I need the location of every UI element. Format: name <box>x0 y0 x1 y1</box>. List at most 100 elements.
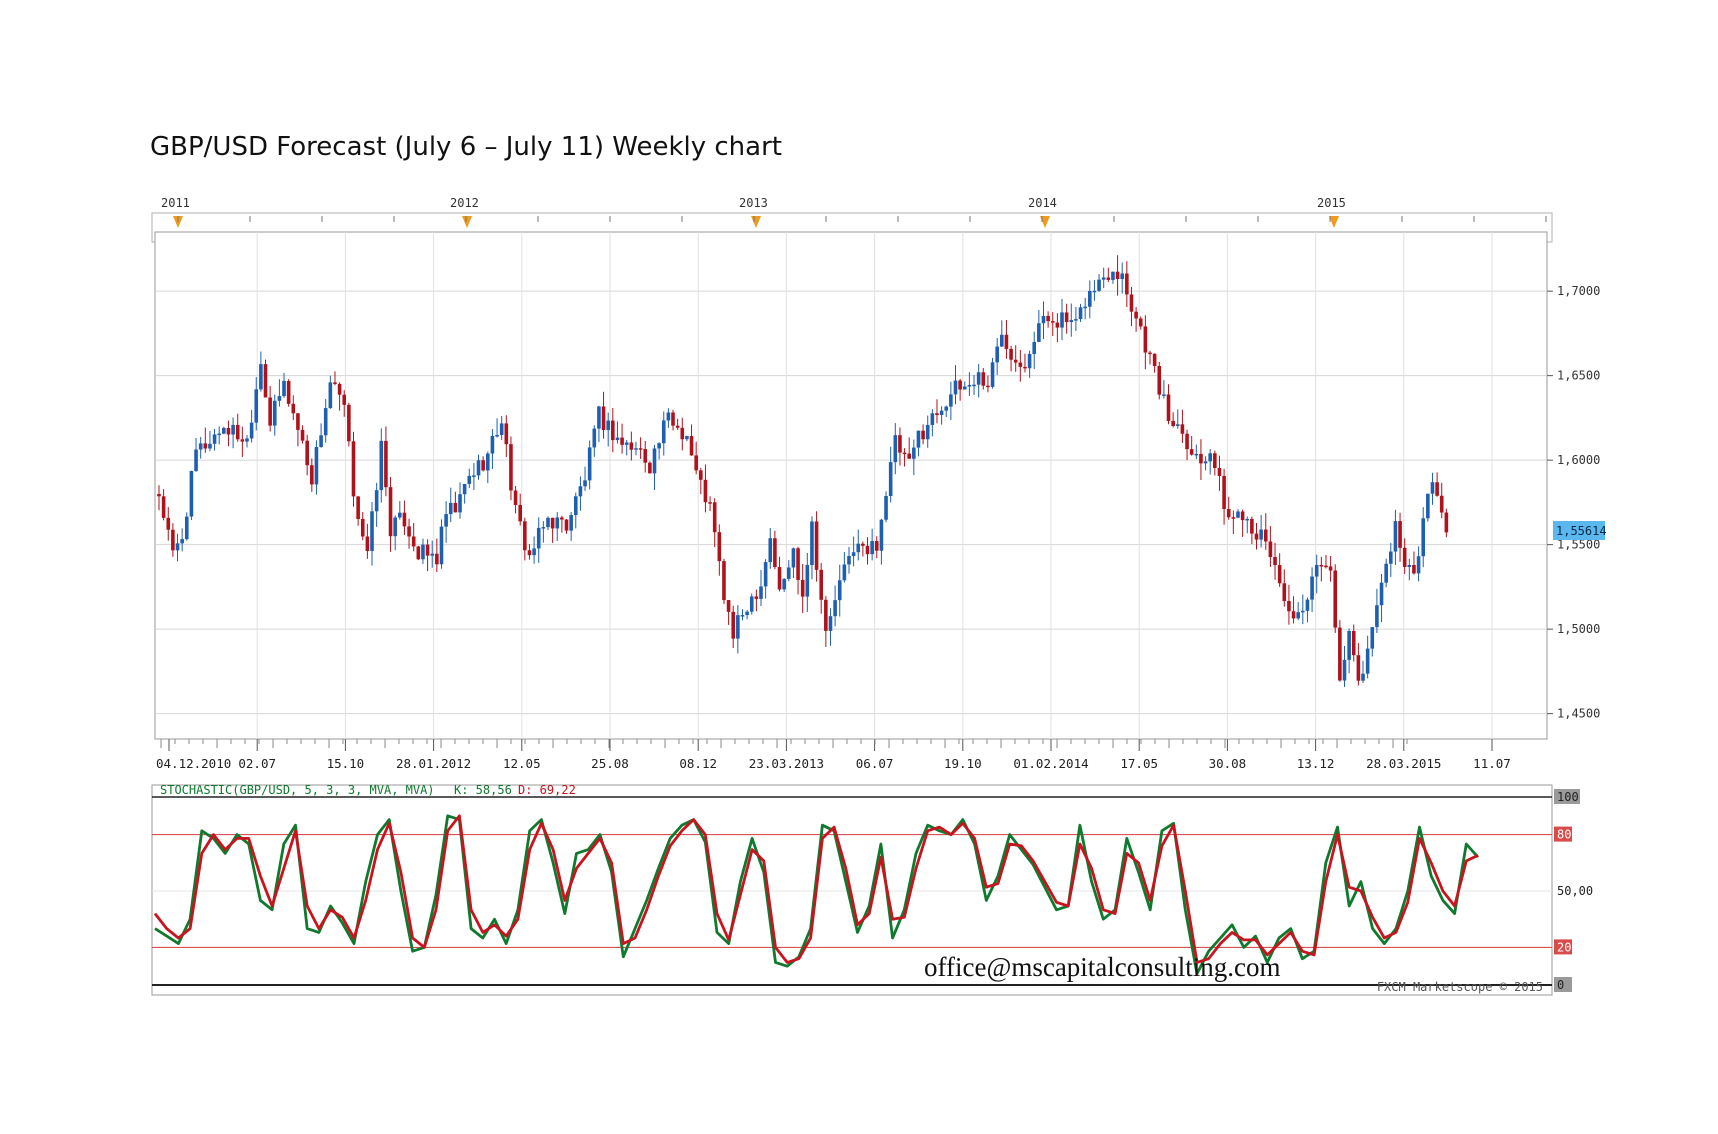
price-tick-label: 1,6500 <box>1557 369 1600 383</box>
candle-body <box>1291 611 1296 619</box>
candle-body <box>1287 601 1291 612</box>
candle-body <box>374 490 379 512</box>
candle-body <box>379 440 384 491</box>
candle-body <box>856 543 861 553</box>
candle-body <box>291 403 296 414</box>
candle-body <box>1263 529 1268 542</box>
candle-body <box>597 406 601 429</box>
page-title: GBP/USD Forecast (July 6 – July 11) Week… <box>150 132 782 162</box>
candle-body <box>249 422 254 439</box>
candle-body <box>439 526 444 565</box>
candle-body <box>1213 453 1217 469</box>
date-tick-label: 19.10 <box>944 756 982 771</box>
candle-body <box>800 579 805 597</box>
year-marker-icon <box>462 216 472 228</box>
candle-body <box>189 470 194 517</box>
candle-body <box>305 440 309 466</box>
candle-body <box>689 436 694 456</box>
candle-body <box>1162 394 1166 396</box>
candle-body <box>694 455 698 471</box>
candle-body <box>435 553 439 565</box>
candle-body <box>462 483 467 495</box>
candle-body <box>499 423 504 436</box>
candle-body <box>810 521 814 566</box>
stoch-tick-badge <box>1554 789 1580 804</box>
candle-body <box>1296 612 1300 619</box>
candle-body <box>569 515 573 531</box>
candle-body <box>1393 521 1398 552</box>
candle-body <box>203 443 208 449</box>
candle-body <box>1032 341 1037 354</box>
date-tick-label: 25.08 <box>591 756 629 771</box>
candle-body <box>1175 424 1180 426</box>
candle-body <box>1301 610 1305 613</box>
candle-body <box>1046 315 1050 322</box>
candles <box>157 255 1449 688</box>
candle-body <box>1277 565 1282 584</box>
candle-body <box>527 550 532 556</box>
price-grid <box>155 232 1547 739</box>
candle-body <box>916 430 921 448</box>
candle-body <box>272 400 277 426</box>
candle-body <box>740 615 745 617</box>
candle-body <box>337 383 342 395</box>
stoch-tick-label: 80 <box>1557 828 1571 842</box>
candle-body <box>754 596 759 599</box>
candle-body <box>1328 566 1333 571</box>
price-tick-label: 1,7000 <box>1557 284 1600 298</box>
candle-body <box>1138 318 1143 327</box>
candle-body <box>1314 564 1319 577</box>
candle-body <box>1416 556 1421 574</box>
candle-body <box>171 529 175 551</box>
year-markers: 2011 2012 2013 2014 2015 <box>161 196 1547 228</box>
candle-body <box>444 514 448 527</box>
candle-body <box>509 444 513 491</box>
candle-body <box>240 439 245 442</box>
candle-body <box>1185 433 1189 450</box>
candle-body <box>333 382 337 384</box>
candle-body <box>638 448 643 450</box>
candle-body <box>773 538 777 568</box>
last-price-box <box>1553 521 1605 540</box>
candle-body <box>1180 424 1185 434</box>
date-tick-label: 01.02.2014 <box>1013 756 1088 771</box>
candle-body <box>828 616 833 631</box>
candle-body <box>384 440 388 488</box>
candle-body <box>587 447 592 481</box>
candle-body <box>564 519 569 531</box>
candle-body <box>1226 508 1231 518</box>
candle-body <box>1444 512 1449 533</box>
candle-body <box>921 430 925 440</box>
candle-body <box>407 526 411 537</box>
x-axis: 04.12.2010 02.07 15.10 28.01.2012 12.05 25.08… <box>156 739 1511 771</box>
candle-body <box>319 435 323 447</box>
candle-body <box>824 599 828 631</box>
candle-body <box>1120 273 1125 280</box>
candle-body <box>231 424 235 435</box>
candle-body <box>481 460 485 471</box>
credit-label: FXCM Marketscope © 2015 <box>1377 980 1543 994</box>
candle-body <box>1018 362 1023 367</box>
candle-body <box>1203 461 1208 464</box>
candle-body <box>652 448 657 474</box>
candle-body <box>703 479 708 503</box>
candle-body <box>1194 453 1199 456</box>
stochastic-panel <box>151 784 1553 996</box>
candle-body <box>1435 482 1439 496</box>
candle-body <box>759 586 763 599</box>
candle-body <box>300 429 305 441</box>
candle-body <box>1370 627 1375 649</box>
date-tick-label: 30.08 <box>1209 756 1247 771</box>
candle-body <box>601 406 606 431</box>
candle-body <box>310 465 314 485</box>
candle-body <box>611 420 615 441</box>
candle-body <box>360 518 365 537</box>
candle-body <box>837 580 842 601</box>
stochastic-title: STOCHASTIC(GBP/USD, 5, 3, 3, MVA, MVA) <box>160 783 435 797</box>
candle-body <box>448 502 453 515</box>
candle-body <box>930 413 935 425</box>
candle-body <box>768 538 773 563</box>
candle-body <box>1217 468 1222 476</box>
candle-body <box>1101 277 1106 280</box>
candle-body <box>555 517 560 529</box>
